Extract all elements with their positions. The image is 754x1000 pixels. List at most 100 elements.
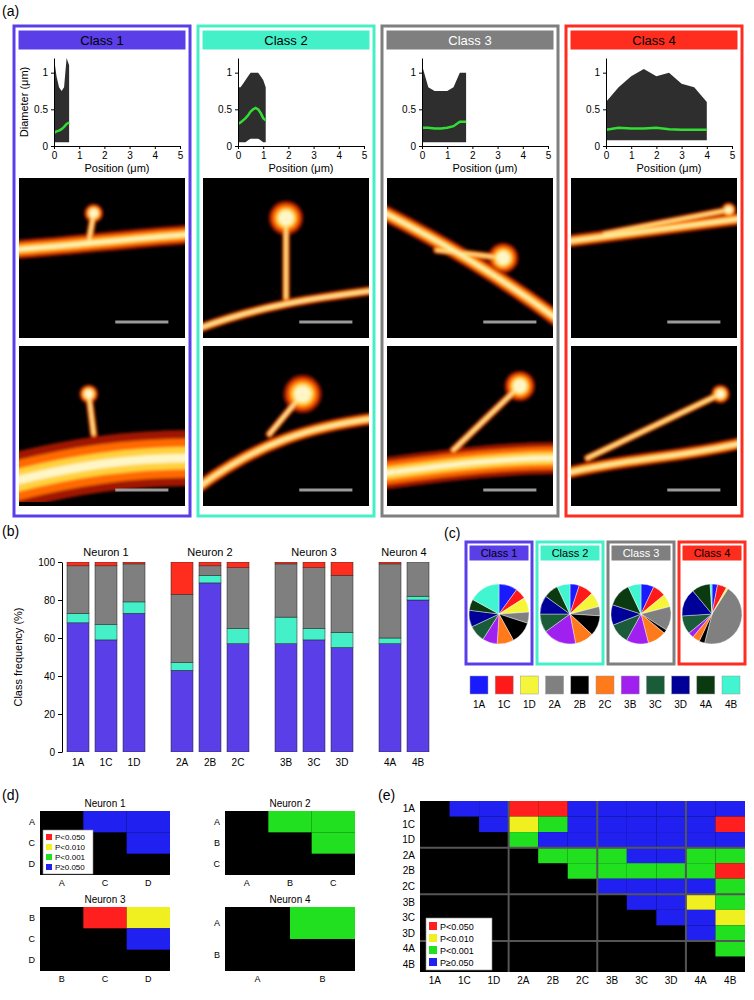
row-label: 3B — [403, 897, 416, 908]
micrograph-background — [19, 178, 185, 338]
tick-mark — [339, 146, 340, 149]
column-label: B — [287, 878, 293, 888]
tick-label: 0 — [594, 141, 600, 152]
matrix-cell — [568, 863, 598, 879]
tick: 3 — [311, 146, 317, 161]
micrograph-structure — [571, 384, 737, 474]
tick: 3 — [495, 146, 501, 161]
matrix-cell — [686, 925, 716, 941]
bar-segment — [95, 562, 117, 566]
y-axis-title: Class frequency (%) — [12, 607, 24, 706]
tick-mark — [314, 146, 315, 149]
column-label: C — [102, 878, 109, 888]
row-label: B — [214, 838, 220, 848]
spine-head — [713, 386, 728, 401]
pie-slice — [473, 584, 499, 614]
matrix-cell — [656, 832, 686, 848]
matrix-cell — [597, 801, 627, 817]
bar-segment — [331, 648, 353, 753]
tick-label: 40 — [44, 671, 56, 682]
scale-bar — [483, 321, 536, 324]
tick-mark — [58, 600, 62, 601]
matrix-cell — [627, 879, 657, 895]
matrix-cell — [656, 817, 686, 833]
tick-mark — [180, 146, 181, 149]
tick-label: 0 — [410, 141, 416, 152]
dendrite — [387, 210, 553, 322]
matrix-cell — [538, 817, 568, 833]
dendrite — [19, 234, 185, 250]
matrix-cell — [127, 928, 170, 949]
scale-bar — [115, 321, 168, 324]
axis: 00.51 — [586, 59, 606, 152]
column-label: D — [145, 974, 152, 984]
legend-swatch — [672, 676, 690, 694]
axis-line — [62, 563, 63, 753]
legend-label: P≥0.050 — [55, 863, 85, 872]
tick-mark — [263, 146, 264, 149]
column-label: C — [330, 878, 337, 888]
legend-label: P<0.050 — [55, 833, 86, 842]
legend-label: P<0.010 — [55, 843, 86, 852]
column-label: A — [244, 878, 250, 888]
micrograph-structure — [19, 384, 185, 482]
tick-mark — [51, 146, 54, 147]
panel-label: (b) — [2, 523, 19, 539]
legend-swatch — [646, 676, 664, 694]
tick: 1 — [410, 67, 422, 78]
tick: 5 — [730, 146, 736, 161]
legend-swatch — [46, 864, 52, 870]
axis: 020406080100 — [38, 557, 62, 758]
row-label: A — [214, 817, 220, 827]
dendrite — [571, 218, 737, 242]
row-label: A — [214, 918, 220, 928]
tick-label: 0 — [52, 150, 58, 161]
matrix-cell — [656, 863, 686, 879]
bar-segment — [275, 617, 297, 644]
tick-mark — [472, 146, 473, 149]
legend-swatch — [546, 676, 564, 694]
tick-label: 1 — [445, 150, 451, 161]
axis: 00.51 — [218, 59, 238, 152]
tick-label: 0 — [236, 150, 242, 161]
bar-segment — [95, 566, 117, 625]
matrix-background — [420, 801, 745, 972]
column-label: 2B — [547, 975, 560, 986]
axis-line — [238, 59, 239, 147]
mean-line — [606, 128, 707, 130]
x-tick-label: 1D — [128, 757, 141, 768]
matrix-cell — [715, 832, 745, 848]
matrix-title: Neuron 2 — [269, 798, 311, 809]
trace-envelope — [606, 69, 707, 140]
title-bar — [202, 30, 370, 50]
matrix-title: Neuron 3 — [84, 894, 126, 905]
mean-line — [54, 123, 69, 133]
scale-bar — [667, 489, 720, 492]
matrix-cell — [715, 910, 745, 926]
plot-data — [422, 65, 466, 142]
legend-label: P≥0.050 — [440, 958, 473, 968]
spine-head — [711, 384, 730, 403]
tick: 40 — [44, 671, 62, 682]
legend-label: 4B — [725, 699, 738, 710]
dendrite — [387, 210, 553, 322]
micrograph-structure — [19, 204, 185, 250]
tick-label: 0.5 — [402, 104, 416, 115]
matrix-cell — [450, 801, 480, 817]
legend-swatch — [722, 676, 740, 694]
tick: 4 — [705, 146, 711, 161]
legend-swatch — [429, 934, 437, 942]
axis: 00.51 — [34, 59, 54, 152]
tick-label: 100 — [38, 557, 55, 568]
matrix-cell — [538, 848, 568, 864]
dendrite — [387, 458, 553, 474]
matrix-cell — [627, 801, 657, 817]
matrix-cell — [715, 941, 745, 957]
tick-label: 4 — [337, 150, 343, 161]
tick-mark — [51, 109, 54, 110]
legend-swatch — [596, 676, 614, 694]
spine-neck — [89, 394, 94, 434]
matrix-background — [225, 811, 355, 875]
x-tick-label: 2A — [176, 757, 189, 768]
panel-label: (a) — [2, 3, 19, 19]
